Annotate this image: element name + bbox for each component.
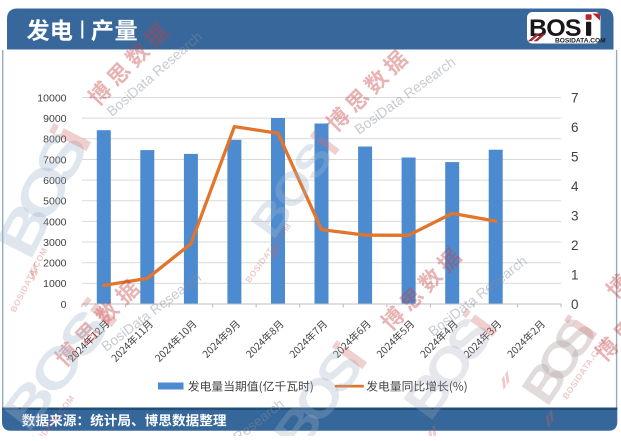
- svg-text:8000: 8000: [43, 134, 67, 146]
- svg-text:4000: 4000: [43, 216, 67, 228]
- svg-text:BOSIDATA.COM: BOSIDATA.COM: [555, 37, 606, 44]
- svg-text:1: 1: [571, 267, 579, 282]
- svg-text:2: 2: [571, 238, 579, 253]
- svg-text:5000: 5000: [43, 196, 67, 208]
- svg-text:7: 7: [571, 90, 579, 105]
- svg-text:0: 0: [61, 299, 67, 311]
- svg-text:6: 6: [571, 120, 579, 135]
- svg-text:7000: 7000: [43, 154, 67, 166]
- svg-text:1000: 1000: [43, 278, 67, 290]
- svg-text:BOS: BOS: [529, 15, 581, 42]
- svg-text:2000: 2000: [43, 258, 67, 270]
- svg-text:3: 3: [571, 208, 579, 223]
- svg-text:4: 4: [571, 179, 579, 194]
- svg-text:9000: 9000: [43, 113, 67, 125]
- svg-text:5: 5: [571, 149, 579, 164]
- svg-text:3000: 3000: [43, 237, 67, 249]
- svg-text:6000: 6000: [43, 175, 67, 187]
- svg-text:10000: 10000: [37, 92, 66, 104]
- svg-text:0: 0: [571, 297, 579, 312]
